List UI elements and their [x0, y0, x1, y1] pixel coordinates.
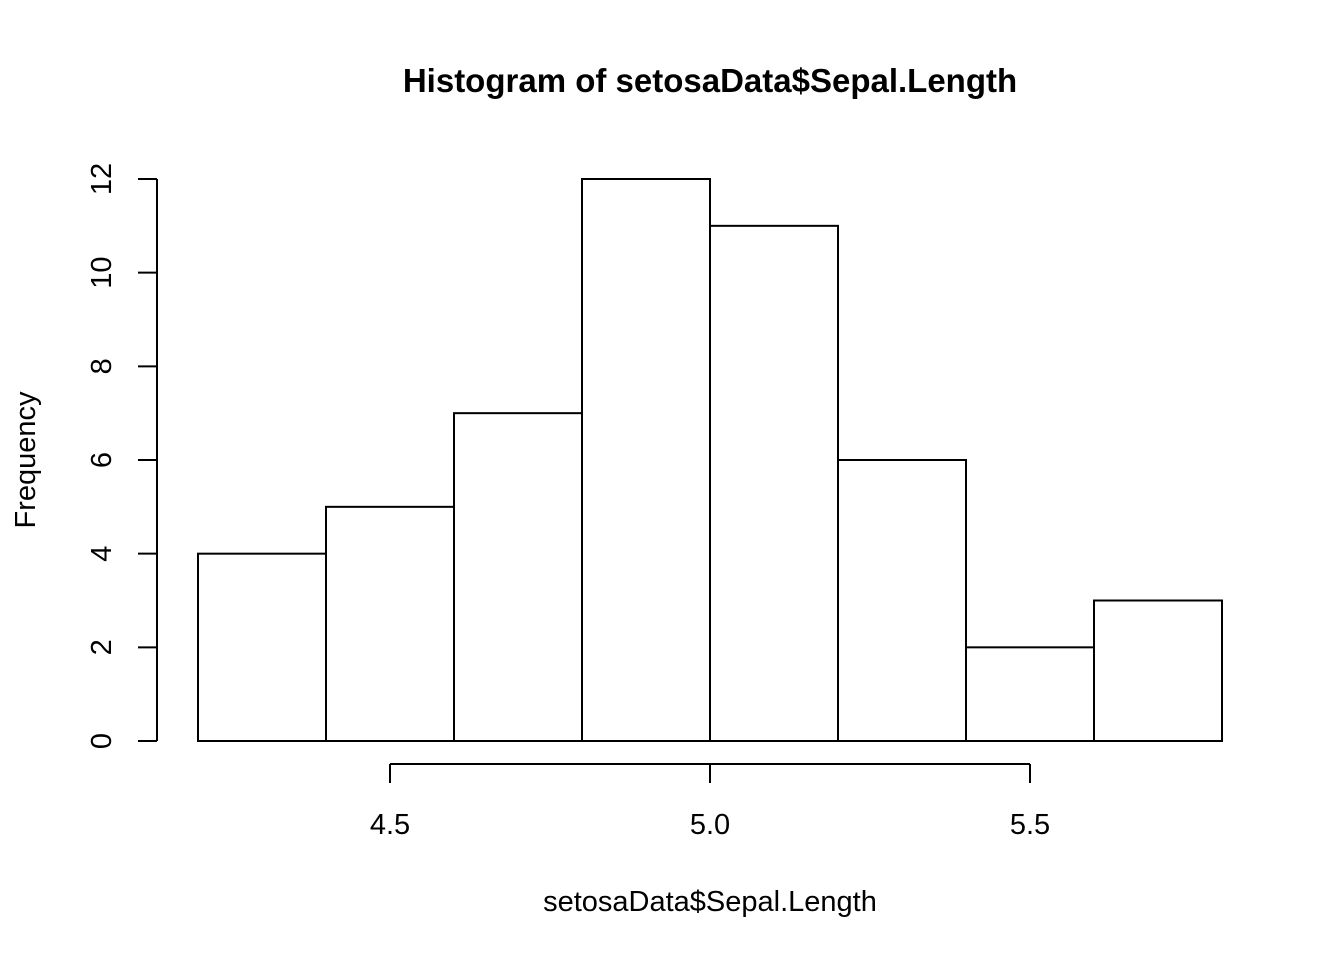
- histogram-bar: [581, 178, 711, 742]
- x-tick-label: 5.0: [690, 809, 730, 841]
- histogram-bar: [197, 552, 327, 743]
- histogram-bars: [197, 178, 1223, 743]
- histogram-bar: [453, 412, 583, 742]
- y-axis: 0 2 4 6 8 10 12: [86, 163, 158, 749]
- y-tick-label: 10: [86, 257, 118, 289]
- x-tick-label: 5.5: [1010, 809, 1050, 841]
- x-axis: 4.5 5.0 5.5: [370, 763, 1050, 841]
- histogram-bar: [325, 505, 455, 743]
- y-axis-label: Frequency: [10, 391, 42, 529]
- histogram-bar: [965, 646, 1095, 742]
- x-axis-label: setosaData$Sepal.Length: [543, 886, 877, 918]
- y-tick-label: 2: [86, 639, 118, 655]
- y-tick-label: 8: [86, 358, 118, 374]
- histogram-bar: [837, 459, 967, 742]
- chart-title: Histogram of setosaData$Sepal.Length: [403, 62, 1017, 99]
- histogram-bar: [709, 224, 839, 743]
- y-tick-label: 6: [86, 452, 118, 468]
- y-tick-label: 0: [86, 733, 118, 749]
- y-tick-label: 4: [86, 546, 118, 562]
- x-tick-label: 4.5: [370, 809, 410, 841]
- histogram-bar: [1093, 599, 1223, 742]
- y-tick-label: 12: [86, 163, 118, 195]
